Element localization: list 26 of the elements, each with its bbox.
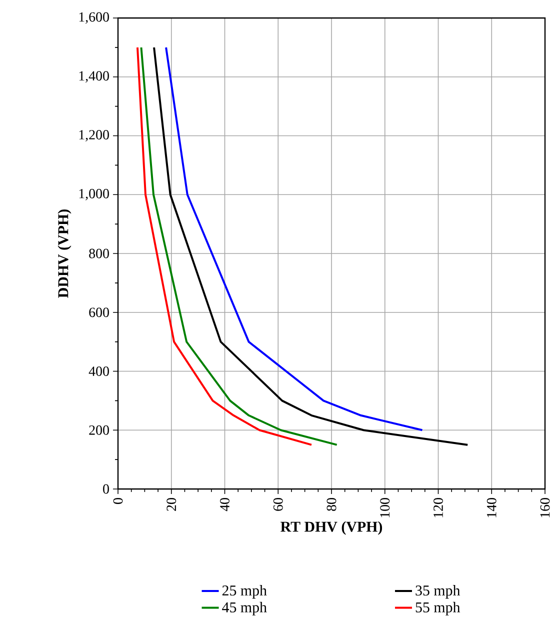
y-tick-label: 400 <box>88 366 109 376</box>
x-tick-label: 80 <box>326 498 336 511</box>
legend-label: 55 mph <box>416 602 460 616</box>
y-tick-label: 0 <box>103 484 109 494</box>
x-axis-title: RT DHV (VPH) <box>280 521 382 535</box>
x-tick-label: 60 <box>273 498 283 511</box>
y-tick-label: 600 <box>89 308 109 318</box>
x-tick-label: 20 <box>166 498 176 511</box>
y-tick-label: 200 <box>89 425 109 435</box>
legend-label: 35 mph <box>416 585 460 599</box>
x-tick-label: 140 <box>486 498 496 518</box>
y-axis-title: DDHV (VPH) <box>58 210 72 298</box>
y-tick-label: 1,200 <box>79 130 109 142</box>
line-series <box>153 46 469 446</box>
line-series <box>165 46 424 432</box>
y-tick-label: 800 <box>89 248 109 258</box>
y-tick-label: 1,400 <box>79 71 109 83</box>
legend-label: 25 mph <box>222 585 267 599</box>
x-tick-label: 40 <box>220 498 230 512</box>
x-tick-label: 100 <box>380 498 390 518</box>
x-tick-label: 120 <box>434 498 443 518</box>
legend-label: 45 mph <box>222 602 267 616</box>
y-tick-label: 1,000 <box>79 188 109 200</box>
y-tick-label: 1,600 <box>79 12 109 24</box>
x-tick-label: 0 <box>113 498 123 504</box>
x-tick-label: 160 <box>540 498 550 518</box>
